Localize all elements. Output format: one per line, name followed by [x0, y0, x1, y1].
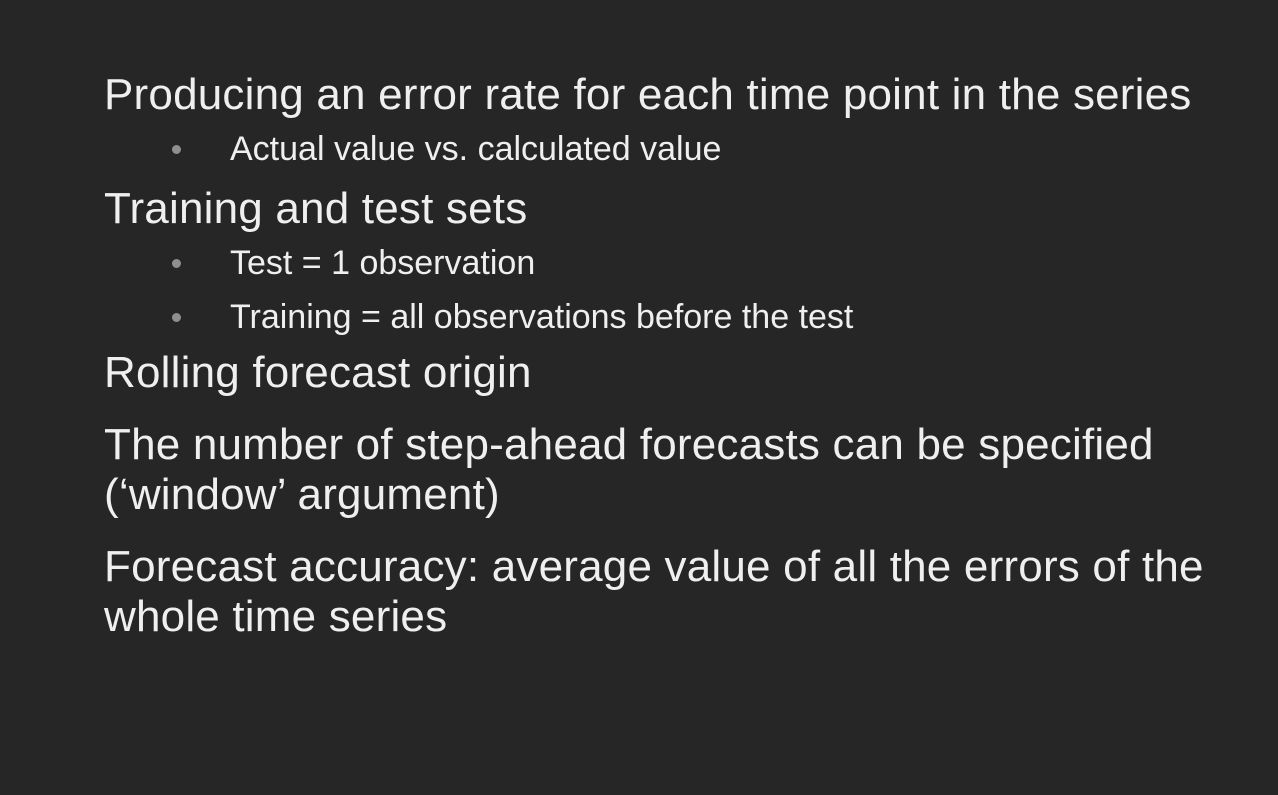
bullet-rolling-origin: Rolling forecast origin: [104, 348, 532, 397]
bullet-dot-icon: [172, 259, 181, 268]
sub-bullet-text: Test = 1 observation: [230, 244, 536, 282]
bullet-training-test: Training and test sets: [104, 184, 528, 233]
sub-bullet-text: Actual value vs. calculated value: [230, 130, 722, 168]
sub-bullet-training: Training = all observations before the t…: [104, 290, 1204, 344]
sub-bullet-test: Test = 1 observation: [104, 236, 1204, 290]
sub-list-training-test: Test = 1 observation Training = all obse…: [104, 236, 1204, 344]
bullet-error-rate: Producing an error rate for each time po…: [104, 70, 1192, 119]
bullet-step-ahead: The number of step-ahead forecasts can b…: [104, 420, 1154, 519]
bullet-dot-icon: [172, 313, 181, 322]
sub-list-error-rate: Actual value vs. calculated value: [104, 122, 1204, 176]
sub-bullet-actual-vs-calculated: Actual value vs. calculated value: [104, 122, 1204, 176]
slide-content: Producing an error rate for each time po…: [104, 70, 1204, 642]
bullet-forecast-accuracy: Forecast accuracy: average value of all …: [104, 542, 1204, 641]
bullet-dot-icon: [172, 145, 181, 154]
sub-bullet-text: Training = all observations before the t…: [230, 298, 854, 336]
